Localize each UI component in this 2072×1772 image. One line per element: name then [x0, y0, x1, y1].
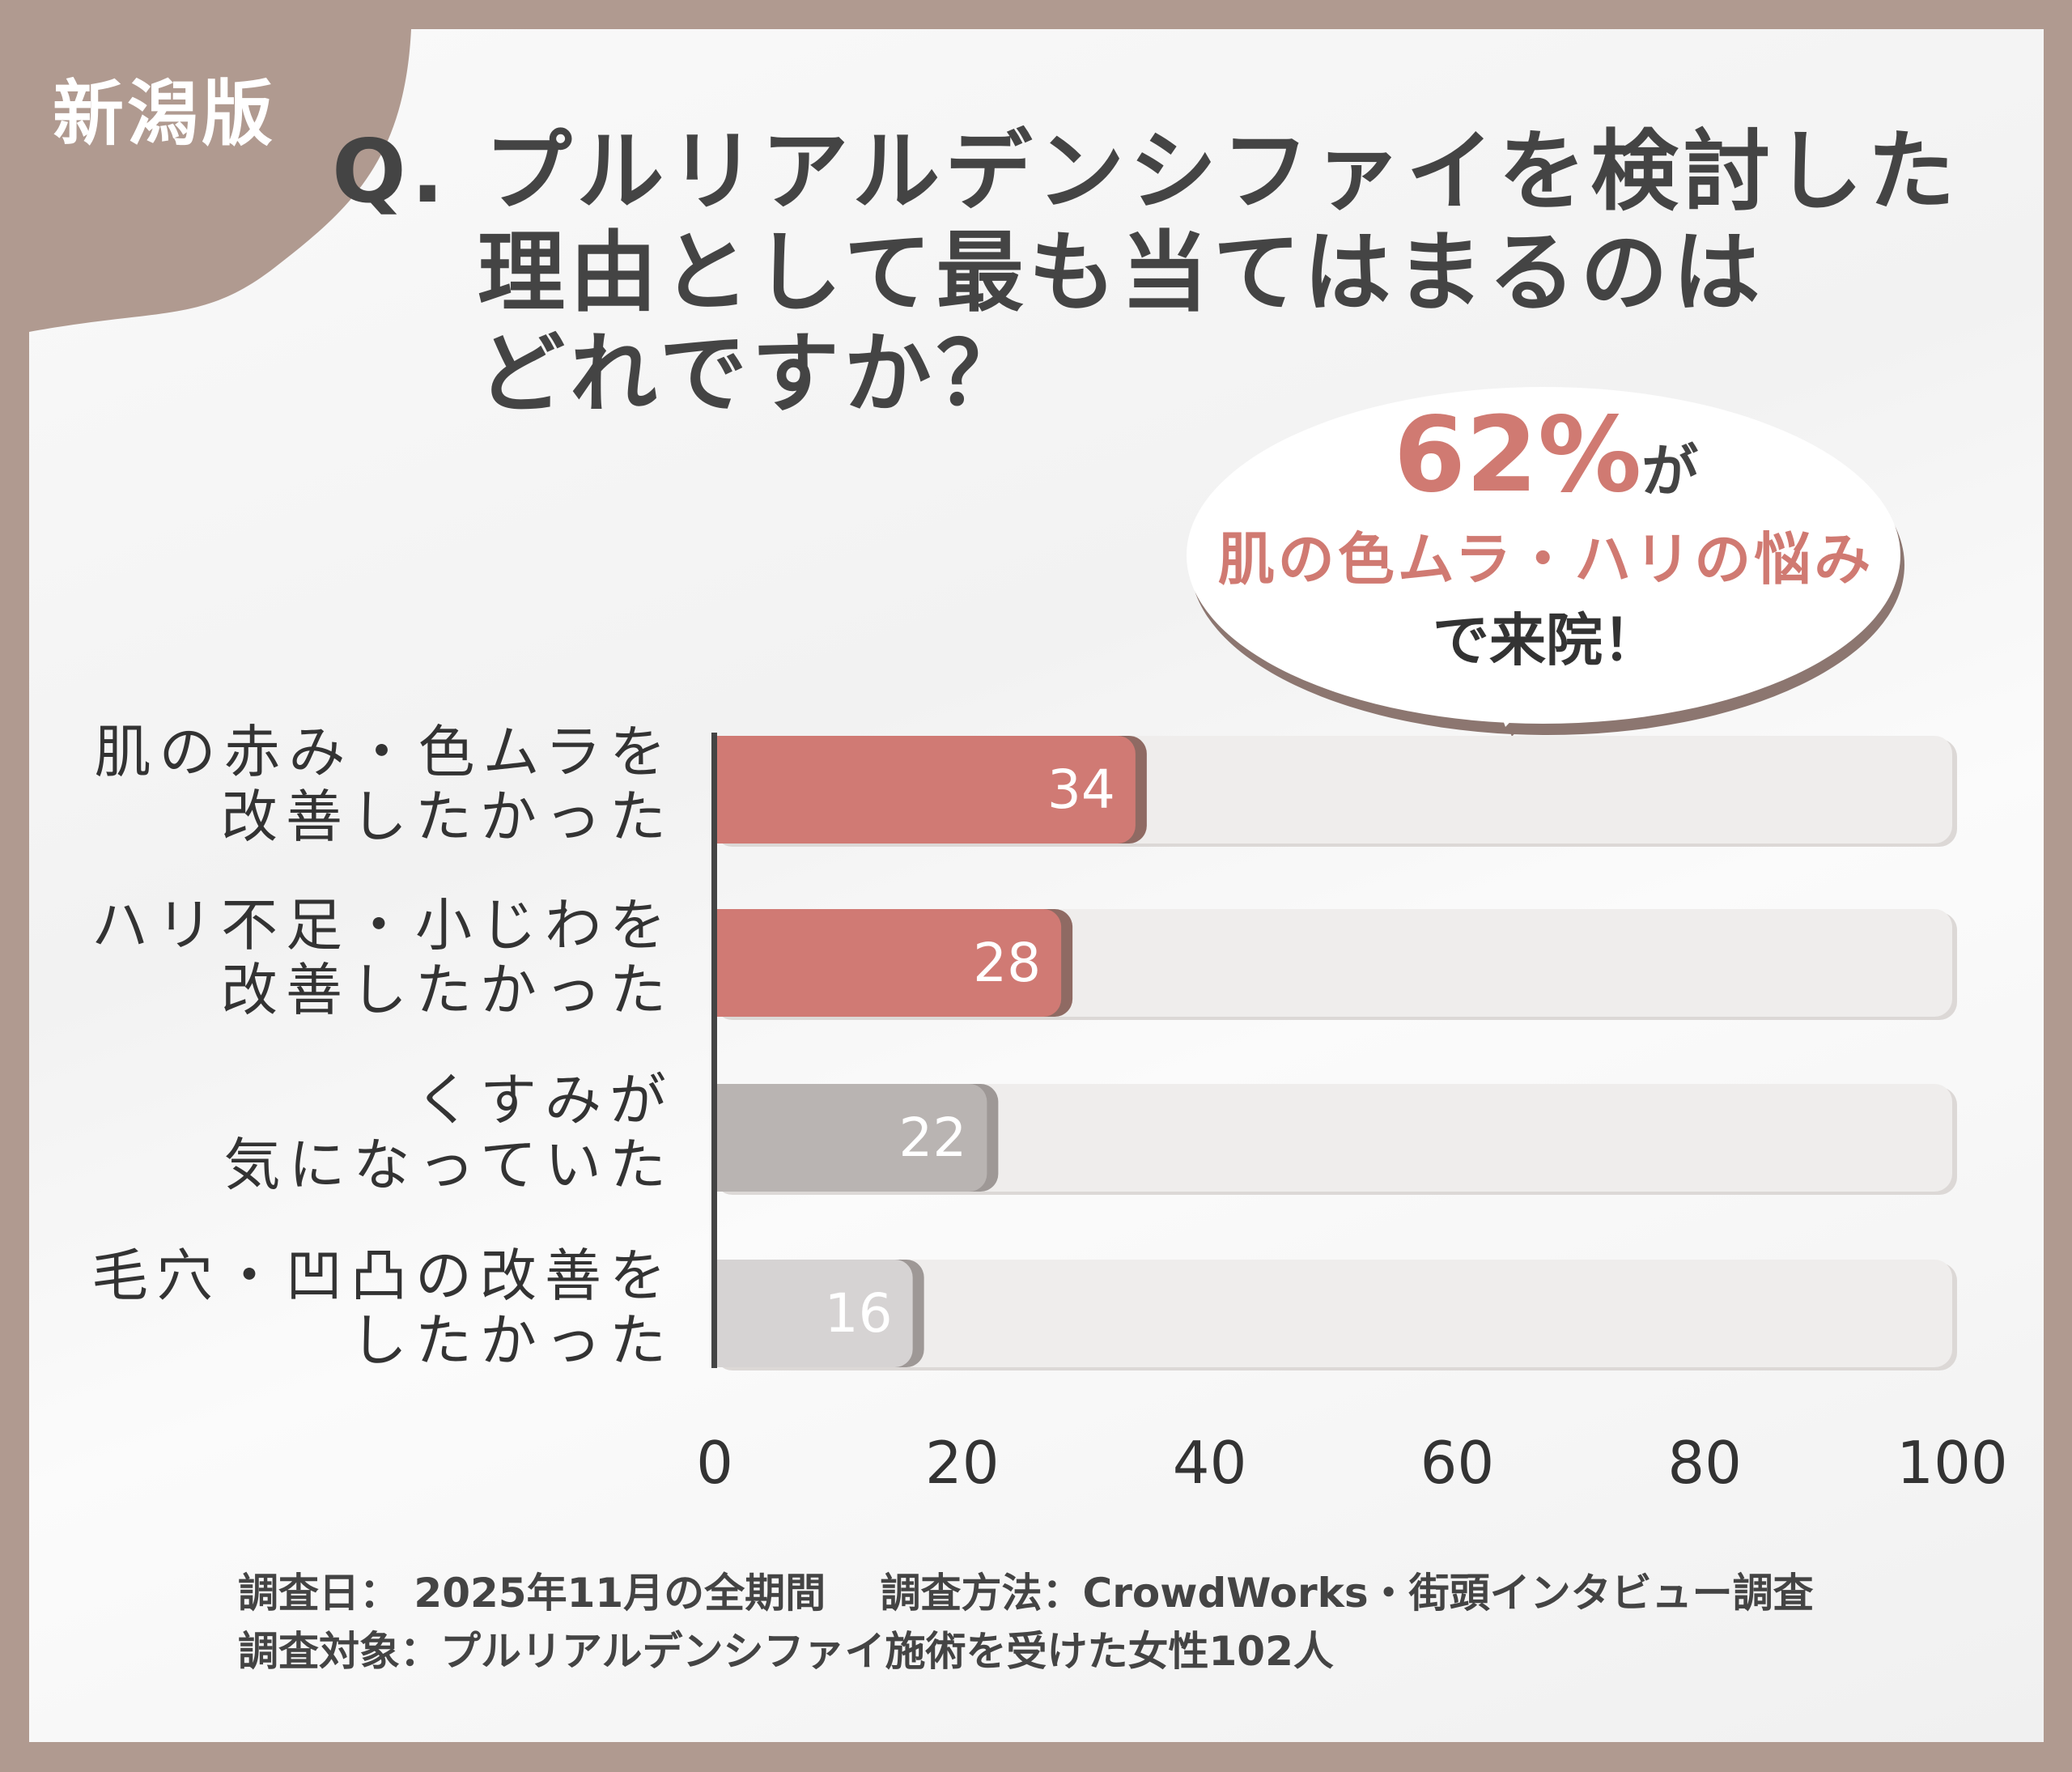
- callout-highlight: 肌の色ムラ・ハリの悩み: [1217, 526, 1875, 593]
- callout-percent: 62%が: [1190, 395, 1902, 516]
- category-label-line: 改善したかった: [221, 957, 674, 1023]
- footer-line-1: 調査日： 2025年11月の全期間 調査方法：CrowdWorks・街頭インタビ…: [238, 1570, 1814, 1617]
- bar-track: [715, 1260, 1952, 1367]
- category-label: 肌の赤み・色ムラを 改善したかった: [95, 720, 675, 849]
- title-line-1: Q. プルリアルデンシファイを検討した: [332, 121, 1960, 223]
- category-label: 毛穴・凹凸の改善を したかった: [91, 1243, 674, 1373]
- bars-group: [711, 733, 1957, 1370]
- bar: [715, 1260, 913, 1367]
- bar-value-label: 16: [824, 1282, 893, 1345]
- bar-value-label: 22: [898, 1107, 967, 1169]
- title-line-3: どれですか？: [478, 324, 1029, 425]
- category-label: くすみが 気になっていた: [224, 1068, 675, 1197]
- percent-suffix: が: [1641, 438, 1699, 504]
- x-tick-label: 0: [696, 1429, 733, 1497]
- corner-blob: [29, 29, 411, 332]
- category-label-line: 毛穴・凹凸の改善を: [91, 1243, 674, 1309]
- bar-left-edge: [715, 1084, 739, 1192]
- category-label-line: くすみが: [415, 1067, 674, 1133]
- category-label-line: ハリ不足・小じわを: [91, 892, 674, 958]
- region-badge: 新潟版: [53, 72, 277, 155]
- x-tick-label: 40: [1172, 1429, 1247, 1497]
- bar: [715, 736, 1136, 844]
- question-title: Q. プルリアルデンシファイを検討した 理由として最も当てはまるのは どれですか…: [332, 121, 1959, 425]
- footer-line-2: 調査対象：プルリアルデンシファイ施術を受けた女性102人: [238, 1628, 1334, 1675]
- percent-value: 62%: [1393, 395, 1642, 516]
- y-axis-line: [711, 733, 717, 1368]
- category-label: ハリ不足・小じわを 改善したかった: [91, 893, 674, 1022]
- title-line-2: 理由として最も当てはまるのは: [478, 223, 1765, 324]
- callout-suffix: で来院！: [1433, 607, 1659, 674]
- category-label-line: したかった: [350, 1307, 674, 1374]
- x-tick-label: 20: [924, 1429, 1000, 1497]
- bar: [715, 1084, 987, 1192]
- category-label-line: 肌の赤み・色ムラを: [94, 719, 674, 785]
- x-tick-label: 100: [1896, 1429, 2008, 1497]
- x-tick-label: 80: [1667, 1429, 1742, 1497]
- bar-left-edge: [715, 736, 739, 844]
- category-label-line: 気になっていた: [223, 1132, 674, 1198]
- bar-left-edge: [715, 1260, 739, 1367]
- x-tick-label: 60: [1420, 1429, 1495, 1497]
- bar-value-label: 28: [973, 932, 1042, 994]
- bar-left-edge: [715, 909, 739, 1017]
- bar: [715, 909, 1062, 1017]
- bar-value-label: 34: [1047, 759, 1115, 821]
- bar-track: [715, 1084, 1952, 1192]
- category-label-line: 改善したかった: [221, 784, 674, 850]
- card-panel: [29, 29, 2044, 1742]
